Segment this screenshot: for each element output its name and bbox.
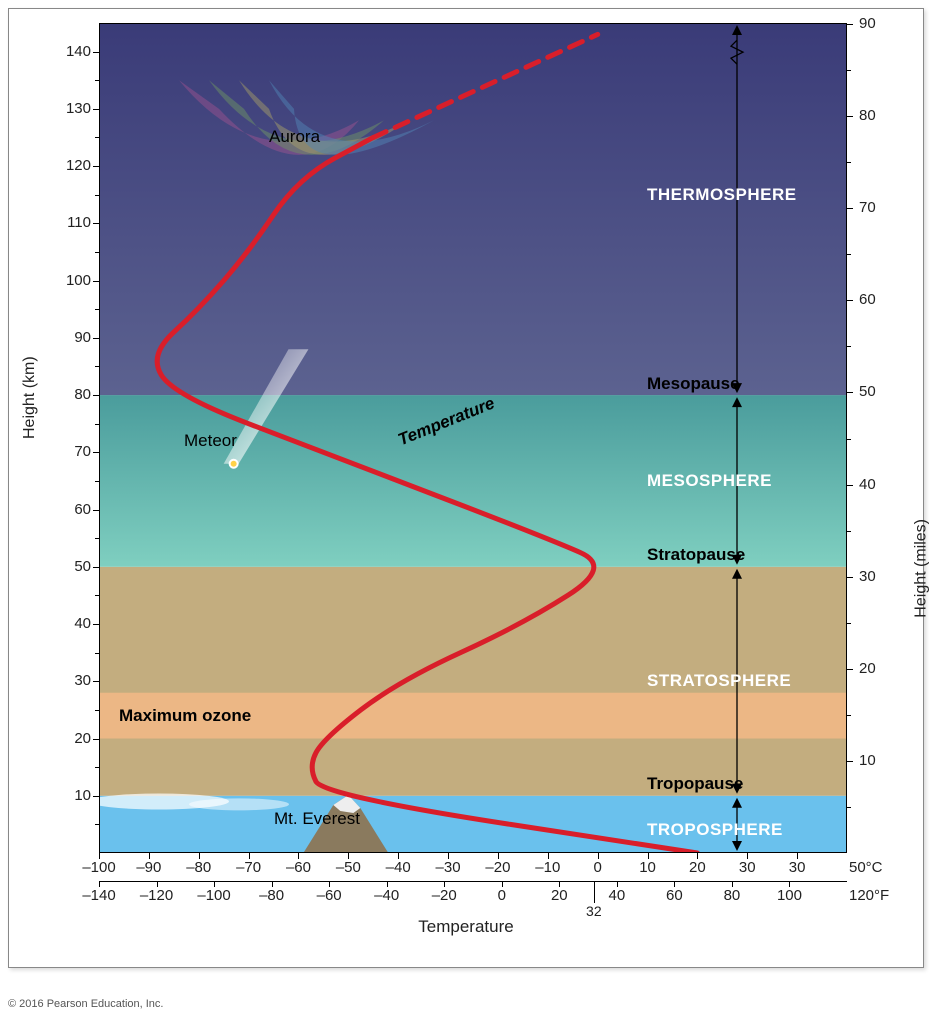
aurora-label: Aurora — [269, 127, 320, 147]
ytick-mi: 80 — [859, 107, 899, 124]
xtick-f: 0 — [498, 887, 506, 904]
xtick-f: –120 — [140, 887, 173, 904]
ytick-mi: 50 — [859, 383, 899, 400]
layer-troposphere: TROPOSPHERE — [647, 820, 783, 840]
xtick-f: 80 — [724, 887, 741, 904]
xtick-c: –80 — [186, 859, 211, 876]
ytick-mi: 90 — [859, 15, 899, 32]
xtick-f-32: 32 — [586, 903, 602, 919]
meteor-label: Meteor — [184, 431, 237, 451]
copyright: © 2016 Pearson Education, Inc. — [8, 998, 924, 1010]
xtick-f-unit: 120°F — [849, 887, 889, 904]
chart-frame: Height (km) Height (miles) Temperature 1… — [8, 8, 924, 968]
xtick-c: –40 — [386, 859, 411, 876]
xtick-c: 10 — [639, 859, 656, 876]
xtick-c: –60 — [286, 859, 311, 876]
ytick-km: 30 — [51, 672, 91, 689]
ytick-km: 90 — [51, 329, 91, 346]
y-right-label: Height (miles) — [913, 519, 931, 618]
ytick-mi: 70 — [859, 199, 899, 216]
xtick-f: –20 — [432, 887, 457, 904]
xtick-c: 0 — [593, 859, 601, 876]
xtick-c-unit: 50°C — [849, 859, 883, 876]
xtick-c: –50 — [336, 859, 361, 876]
everest-label: Mt. Everest — [274, 809, 360, 829]
ytick-km: 20 — [51, 730, 91, 747]
ytick-mi: 60 — [859, 291, 899, 308]
layer-thermosphere: THERMOSPHERE — [647, 185, 797, 205]
xtick-f: –80 — [259, 887, 284, 904]
ytick-mi: 20 — [859, 660, 899, 677]
ytick-km: 120 — [51, 157, 91, 174]
x-label: Temperature — [418, 917, 513, 937]
pause-mesopause: Mesopause — [647, 374, 740, 394]
ytick-mi: 40 — [859, 476, 899, 493]
xtick-c: –30 — [436, 859, 461, 876]
xtick-f: 60 — [666, 887, 683, 904]
ytick-km: 110 — [51, 214, 91, 231]
ytick-km: 50 — [51, 558, 91, 575]
ytick-km: 10 — [51, 787, 91, 804]
xtick-f: 40 — [609, 887, 626, 904]
xtick-f: –60 — [317, 887, 342, 904]
xtick-f: –40 — [374, 887, 399, 904]
xtick-c: –90 — [136, 859, 161, 876]
xtick-f: 100 — [777, 887, 802, 904]
ytick-km: 70 — [51, 443, 91, 460]
layer-mesosphere: MESOSPHERE — [647, 471, 772, 491]
y-left-label: Height (km) — [21, 356, 39, 439]
ytick-km: 140 — [51, 43, 91, 60]
pause-stratopause: Stratopause — [647, 545, 745, 565]
ytick-km: 40 — [51, 615, 91, 632]
xtick-f: 20 — [551, 887, 568, 904]
pause-tropopause: Tropopause — [647, 774, 743, 794]
ytick-km: 60 — [51, 501, 91, 518]
xtick-c: –100 — [82, 859, 115, 876]
xtick-c: –70 — [236, 859, 261, 876]
ytick-km: 130 — [51, 100, 91, 117]
xtick-f: –140 — [82, 887, 115, 904]
ozone-label: Maximum ozone — [119, 706, 251, 726]
xtick-c: 30 — [789, 859, 806, 876]
ytick-km: 80 — [51, 386, 91, 403]
ytick-km: 100 — [51, 272, 91, 289]
ytick-mi: 30 — [859, 568, 899, 585]
xtick-f: –100 — [197, 887, 230, 904]
layer-stratosphere: STRATOSPHERE — [647, 671, 791, 691]
xtick-c: –20 — [485, 859, 510, 876]
xtick-c: 20 — [689, 859, 706, 876]
xtick-c: 30 — [739, 859, 756, 876]
xtick-c: –10 — [535, 859, 560, 876]
ytick-mi: 10 — [859, 752, 899, 769]
